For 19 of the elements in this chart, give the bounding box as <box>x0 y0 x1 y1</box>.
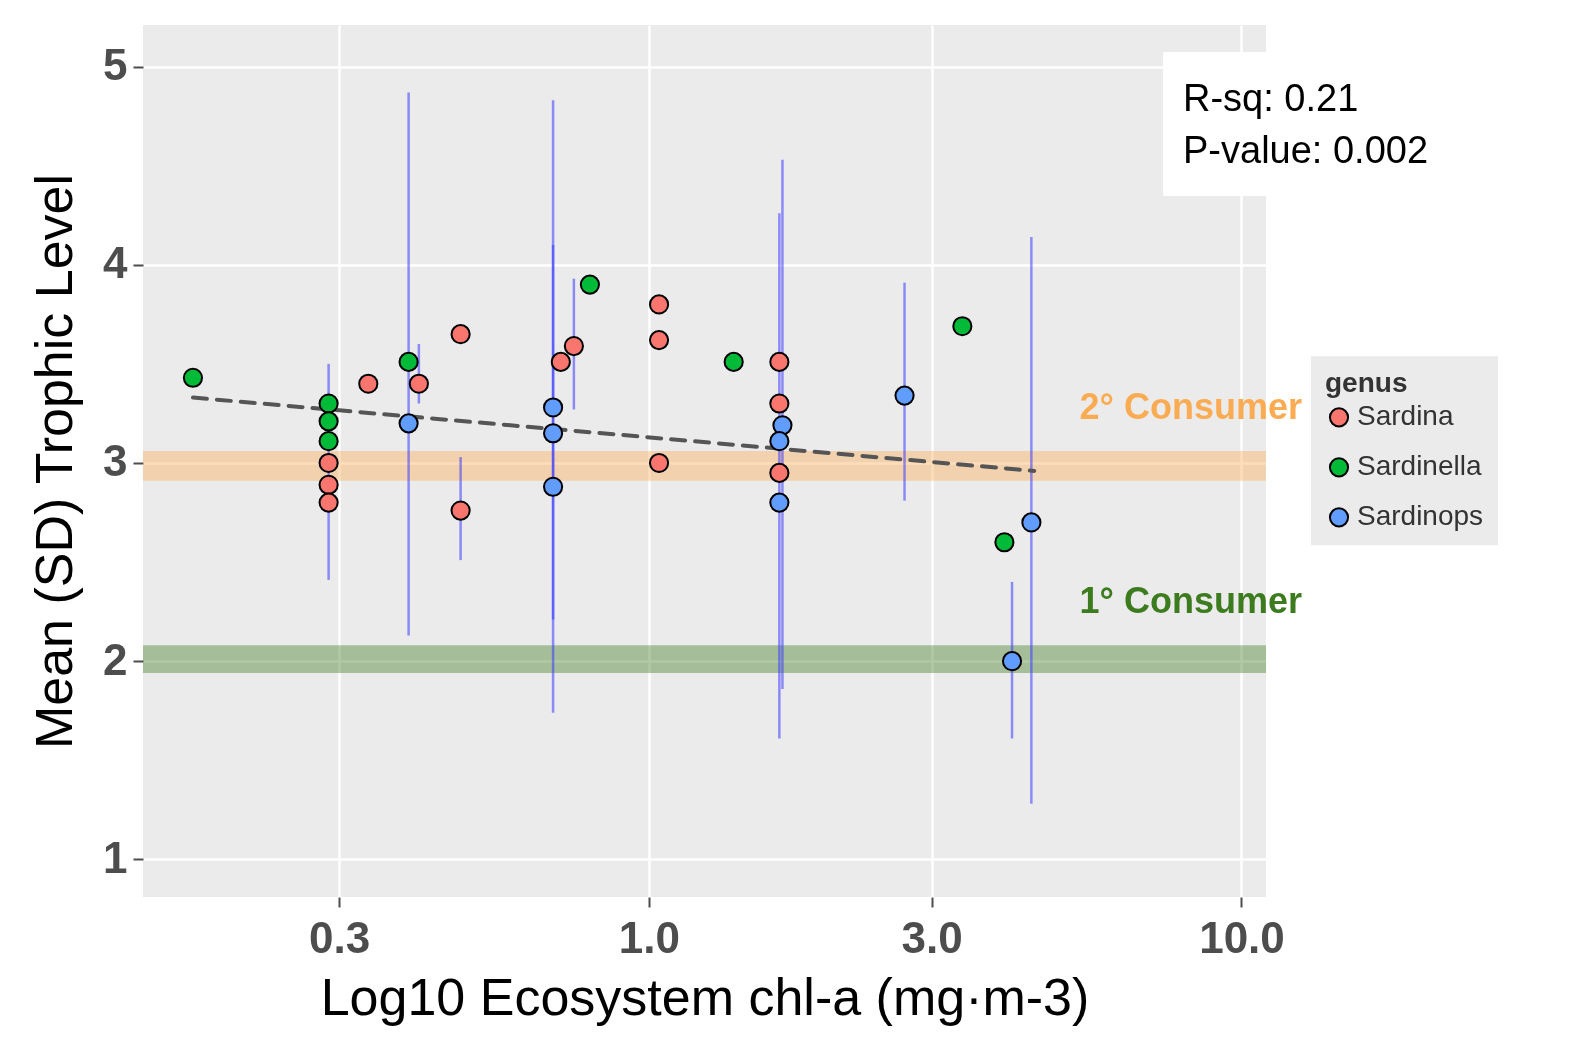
legend-label: Sardinella <box>1357 450 1482 482</box>
x-tick-label: 0.3 <box>309 912 371 962</box>
y-axis-title: Mean (SD) Trophic Level <box>25 173 84 750</box>
annotation: P-value: 0.002 <box>1183 128 1429 173</box>
annotation: R-sq: 0.21 <box>1183 76 1360 121</box>
band-label: 1° Consumer <box>1079 580 1302 622</box>
y-tick-label: 2 <box>103 634 128 684</box>
x-tick-label: 3.0 <box>901 912 963 962</box>
y-tick-label: 1 <box>103 832 128 882</box>
band-label: 2° Consumer <box>1079 386 1302 428</box>
x-tick-label: 1.0 <box>618 912 681 962</box>
x-tick-label: 10.0 <box>1199 912 1285 962</box>
x-axis-title: Log10 Ecosystem chl-a (mg·m-3) <box>320 967 1090 1026</box>
legend-title: genus <box>1325 367 1408 399</box>
legend-label: Sardinops <box>1357 500 1484 532</box>
y-tick-label: 3 <box>103 436 128 486</box>
y-tick-label: 4 <box>103 238 129 288</box>
legend-label: Sardina <box>1357 400 1454 432</box>
y-tick-label: 5 <box>103 40 128 90</box>
